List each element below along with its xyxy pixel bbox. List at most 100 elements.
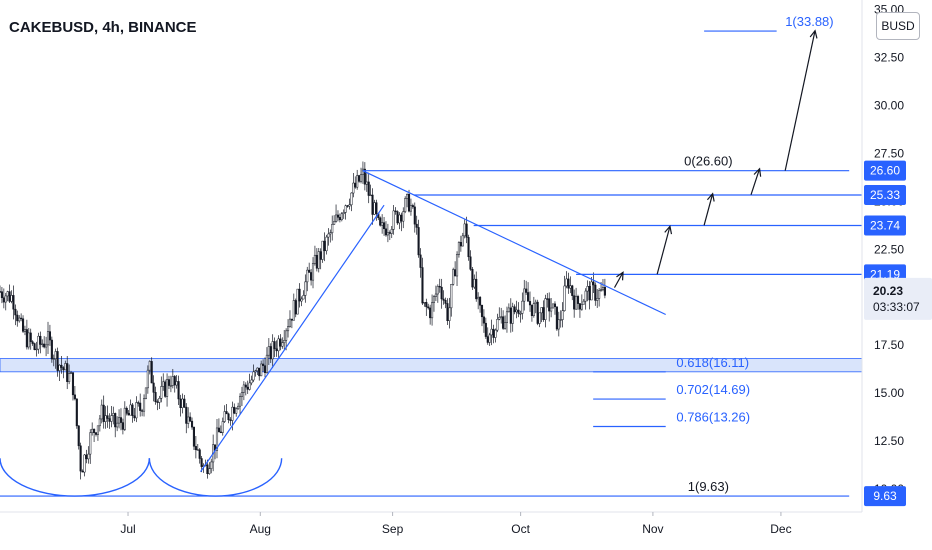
candle-body bbox=[225, 411, 228, 415]
candle-body bbox=[452, 269, 455, 285]
candle-body bbox=[156, 401, 159, 403]
candle-body bbox=[192, 426, 195, 447]
candle-body bbox=[477, 296, 480, 300]
candle-body bbox=[248, 382, 251, 390]
candle-body bbox=[31, 341, 34, 344]
candle-body bbox=[281, 342, 284, 347]
candle-body bbox=[379, 217, 382, 226]
candle-body bbox=[285, 330, 288, 341]
candle-body bbox=[603, 287, 606, 296]
candle-body bbox=[423, 302, 426, 304]
candle-body bbox=[210, 461, 213, 469]
candle-body bbox=[100, 404, 103, 420]
candle-body bbox=[125, 407, 128, 414]
candle-body bbox=[173, 376, 176, 386]
candle-body bbox=[302, 295, 305, 300]
candle-body bbox=[150, 361, 153, 384]
candle-body bbox=[139, 402, 142, 411]
candle-body bbox=[505, 311, 509, 323]
candle-body bbox=[335, 214, 338, 222]
candle-body bbox=[292, 300, 295, 321]
candle-body bbox=[8, 291, 11, 302]
time-axis-tick-label: Jul bbox=[120, 522, 135, 536]
candle-body bbox=[110, 415, 113, 422]
candle-body bbox=[340, 213, 343, 221]
candle-body bbox=[177, 381, 180, 400]
candle-body bbox=[0, 291, 2, 293]
candle-body bbox=[492, 328, 495, 338]
candle-body bbox=[367, 181, 370, 196]
candle-body bbox=[223, 411, 226, 422]
candle-body bbox=[315, 254, 318, 269]
candle-body bbox=[557, 319, 560, 330]
candle-body bbox=[425, 302, 428, 308]
candle-body bbox=[457, 242, 461, 255]
candle-body bbox=[237, 405, 240, 410]
candle-body bbox=[436, 285, 439, 295]
candle-body bbox=[601, 287, 605, 291]
candle-body bbox=[427, 306, 430, 309]
candle-body bbox=[0, 291, 3, 298]
candle-body bbox=[54, 351, 57, 359]
price-axis-tick-label: 32.50 bbox=[874, 51, 904, 65]
projection-arrowhead bbox=[664, 224, 673, 235]
candle-body bbox=[582, 300, 585, 305]
candle-body bbox=[33, 343, 36, 350]
candle-body bbox=[421, 267, 424, 304]
downtrend-line bbox=[362, 170, 666, 316]
candle-body bbox=[154, 392, 157, 403]
candle-body bbox=[559, 319, 562, 321]
candle-body bbox=[208, 468, 211, 474]
candle-body bbox=[58, 364, 61, 371]
candle-body bbox=[596, 298, 599, 301]
candle-body bbox=[196, 449, 199, 451]
candle-body bbox=[342, 212, 345, 215]
candle-body bbox=[311, 263, 315, 281]
price-axis-tick-label: 12.50 bbox=[874, 434, 904, 448]
candle-body bbox=[265, 354, 268, 373]
candle-body bbox=[371, 194, 374, 215]
candle-body bbox=[509, 307, 512, 324]
candle-body bbox=[64, 363, 67, 371]
candle-body bbox=[455, 254, 459, 277]
projection-arrow bbox=[703, 193, 714, 226]
candle-body bbox=[525, 288, 528, 293]
candle-body bbox=[446, 303, 449, 321]
candle-body bbox=[563, 285, 566, 311]
candle-body bbox=[442, 298, 445, 301]
candle-body bbox=[482, 316, 485, 324]
candle-body bbox=[135, 402, 138, 419]
projection-arrowhead bbox=[753, 167, 762, 177]
candle-body bbox=[480, 304, 484, 318]
candle-body bbox=[290, 318, 293, 321]
candle-body bbox=[569, 285, 572, 289]
candle-body bbox=[498, 316, 501, 320]
currency-selector[interactable]: BUSD bbox=[876, 12, 920, 40]
candle-body bbox=[571, 285, 574, 296]
candle-body bbox=[396, 211, 399, 224]
candle-body bbox=[244, 384, 247, 388]
candle-body bbox=[513, 306, 516, 313]
fib-level-label: 0.618(16.11) bbox=[676, 355, 749, 370]
candle-body bbox=[60, 364, 63, 368]
candle-body bbox=[229, 419, 232, 421]
candle-body bbox=[350, 192, 353, 206]
candle-body bbox=[488, 334, 491, 343]
last-price-value: 20.23 bbox=[873, 284, 903, 298]
candle-body bbox=[71, 372, 75, 396]
candle-body bbox=[523, 288, 526, 302]
candle-body bbox=[517, 309, 520, 314]
candle-body bbox=[29, 332, 32, 342]
candle-body bbox=[45, 344, 48, 348]
candle-body bbox=[438, 285, 441, 288]
candle-body bbox=[394, 210, 397, 212]
candle-body bbox=[296, 288, 299, 315]
price-tag-label: 23.74 bbox=[870, 219, 900, 233]
candle-body bbox=[402, 211, 405, 222]
rounding-bottom-arc bbox=[148, 458, 283, 497]
fib-level-label: 0.702(14.69) bbox=[676, 382, 750, 397]
candle-body bbox=[515, 309, 518, 313]
candle-body bbox=[511, 306, 514, 324]
candle-body bbox=[108, 418, 111, 422]
